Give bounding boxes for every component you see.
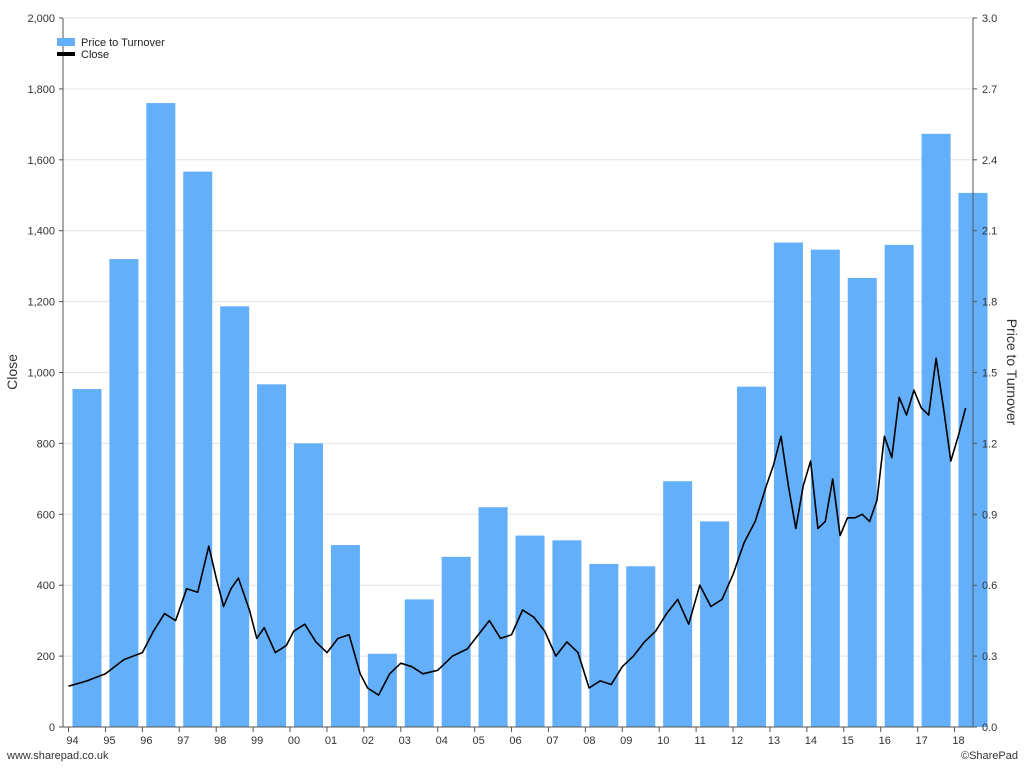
y-tick-label-right: 0.9 xyxy=(982,509,997,521)
bar-97 xyxy=(183,171,213,727)
bar-08 xyxy=(589,563,619,727)
bar-94 xyxy=(72,389,102,727)
y-tick-label-right: 0.3 xyxy=(982,651,997,663)
bar-11 xyxy=(700,521,730,727)
x-tick-label-04: 04 xyxy=(436,735,448,747)
legend-label-close: Close xyxy=(81,49,109,61)
x-tick-label-94: 94 xyxy=(66,735,78,747)
footer-copyright: ©SharePad xyxy=(961,750,1018,762)
y-tick-label-right: 1.2 xyxy=(982,438,997,450)
x-tick-label-13: 13 xyxy=(768,735,780,747)
line-series-close xyxy=(68,357,967,696)
y-tick-label-left: 800 xyxy=(37,438,55,450)
bar-15 xyxy=(847,277,877,727)
x-tick-label-01: 01 xyxy=(325,735,337,747)
x-tick-label-09: 09 xyxy=(620,735,632,747)
bar-96 xyxy=(146,103,176,727)
y-tick-label-right: 2.1 xyxy=(982,226,997,238)
x-tick-label-08: 08 xyxy=(583,735,595,747)
x-tick-label-18: 18 xyxy=(952,735,964,747)
y-tick-label-left: 1,600 xyxy=(27,155,55,167)
y-tick-label-right: 1.8 xyxy=(982,297,997,309)
y-tick-label-left: 1,800 xyxy=(27,84,55,96)
x-tick-label-14: 14 xyxy=(805,735,817,747)
close-line xyxy=(68,357,967,696)
axes: 0 0.0 200 0.3 400 0.6 600 0.9 800 1.2 1,000 1.5 1,20… xyxy=(27,13,997,747)
bar-12 xyxy=(736,386,766,727)
x-tick-label-17: 17 xyxy=(915,735,927,747)
y-tick-label-right: 3.0 xyxy=(982,13,997,25)
bar-17 xyxy=(921,133,951,727)
x-tick-label-11: 11 xyxy=(694,735,705,747)
bar-series-price-to-turnover xyxy=(72,103,988,728)
y-tick-label-right: 0.6 xyxy=(982,580,997,592)
legend-label-price-to-turnover: Price to Turnover xyxy=(81,37,165,49)
x-tick-label-98: 98 xyxy=(214,735,226,747)
bar-03 xyxy=(404,599,434,727)
x-tick-label-97: 97 xyxy=(177,735,189,747)
y-tick-label-right: 0.0 xyxy=(982,722,997,734)
x-tick-label-95: 95 xyxy=(103,735,115,747)
y-axis-left-title: Close xyxy=(4,354,20,390)
legend-swatch-price-to-turnover xyxy=(57,38,75,46)
y-tick-label-left: 200 xyxy=(37,651,55,663)
x-tick-label-07: 07 xyxy=(546,735,558,747)
x-tick-label-00: 00 xyxy=(288,735,300,747)
y-tick-label-right: 2.7 xyxy=(982,84,997,96)
y-tick-label-left: 1,000 xyxy=(27,368,55,380)
x-tick-label-12: 12 xyxy=(731,735,743,747)
x-tick-label-15: 15 xyxy=(842,735,854,747)
bar-04 xyxy=(441,556,471,727)
bar-06 xyxy=(515,535,545,727)
x-tick-label-99: 99 xyxy=(251,735,263,747)
bar-07 xyxy=(552,540,582,727)
bar-00 xyxy=(293,443,323,727)
bar-16 xyxy=(884,244,914,727)
x-tick-label-96: 96 xyxy=(140,735,152,747)
x-tick-label-02: 02 xyxy=(362,735,374,747)
y-tick-label-left: 0 xyxy=(49,722,55,734)
y-tick-label-left: 2,000 xyxy=(27,13,55,25)
x-tick-label-06: 06 xyxy=(509,735,521,747)
x-tick-label-10: 10 xyxy=(657,735,669,747)
footer-website: www.sharepad.co.uk xyxy=(6,750,109,762)
x-tick-label-05: 05 xyxy=(472,735,484,747)
x-tick-label-03: 03 xyxy=(399,735,411,747)
bar-10 xyxy=(663,481,693,727)
y-tick-label-left: 1,400 xyxy=(27,226,55,238)
legend-swatch-close xyxy=(57,52,75,56)
bar-14 xyxy=(810,249,840,727)
bar-99 xyxy=(257,384,287,727)
gridlines xyxy=(63,17,973,728)
y-axis-right-title: Price to Turnover xyxy=(1004,319,1020,426)
y-tick-label-left: 600 xyxy=(37,509,55,521)
x-tick-label-16: 16 xyxy=(879,735,891,747)
y-tick-label-left: 1,200 xyxy=(27,297,55,309)
legend: Price to Turnover Close xyxy=(57,37,165,61)
bar-98 xyxy=(220,306,250,727)
y-tick-label-left: 400 xyxy=(37,580,55,592)
y-tick-label-right: 1.5 xyxy=(982,368,997,380)
bar-95 xyxy=(109,259,139,727)
bar-05 xyxy=(478,507,508,727)
y-tick-label-right: 2.4 xyxy=(982,155,997,167)
